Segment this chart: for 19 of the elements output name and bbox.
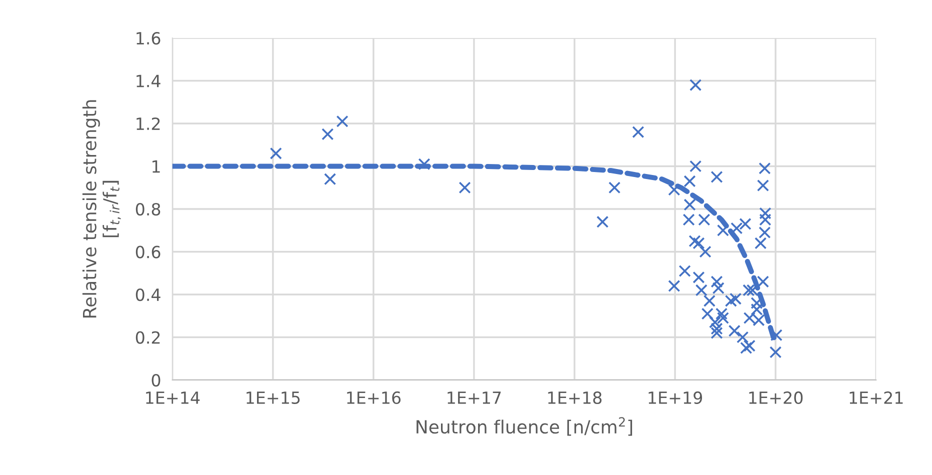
x-tick-label: 1E+19 (648, 391, 702, 404)
x-tick-label: 1E+21 (850, 391, 903, 404)
y-axis-title: Relative tensile strength [f$_{t,ir}$/f$_{t}$] (82, 100, 121, 318)
y-tick-label: 1.2 (136, 117, 160, 130)
y-tick-label: 0.2 (136, 331, 160, 344)
x-axis-title: Neutron fluence [n/cm$^{2}$] (416, 417, 632, 436)
x-tick-label: 1E+18 (548, 391, 602, 404)
x-tick-label: 1E+15 (246, 392, 300, 404)
y-tick-label: 0 (152, 374, 160, 387)
x-tick-label: 1E+16 (347, 391, 401, 404)
y-tick-label: 0.4 (136, 288, 160, 302)
y-tick-label: 1 (152, 160, 160, 173)
y-tick-label: 0.6 (136, 246, 160, 258)
x-tick-label: 1E+20 (749, 391, 803, 404)
y-tick-label: 1.4 (136, 74, 160, 88)
x-tick-label: 1E+17 (448, 392, 501, 404)
x-tick-label: 1E+14 (146, 392, 200, 404)
y-tick-label: 0.8 (136, 202, 160, 216)
y-tick-label: 1.6 (136, 32, 160, 45)
